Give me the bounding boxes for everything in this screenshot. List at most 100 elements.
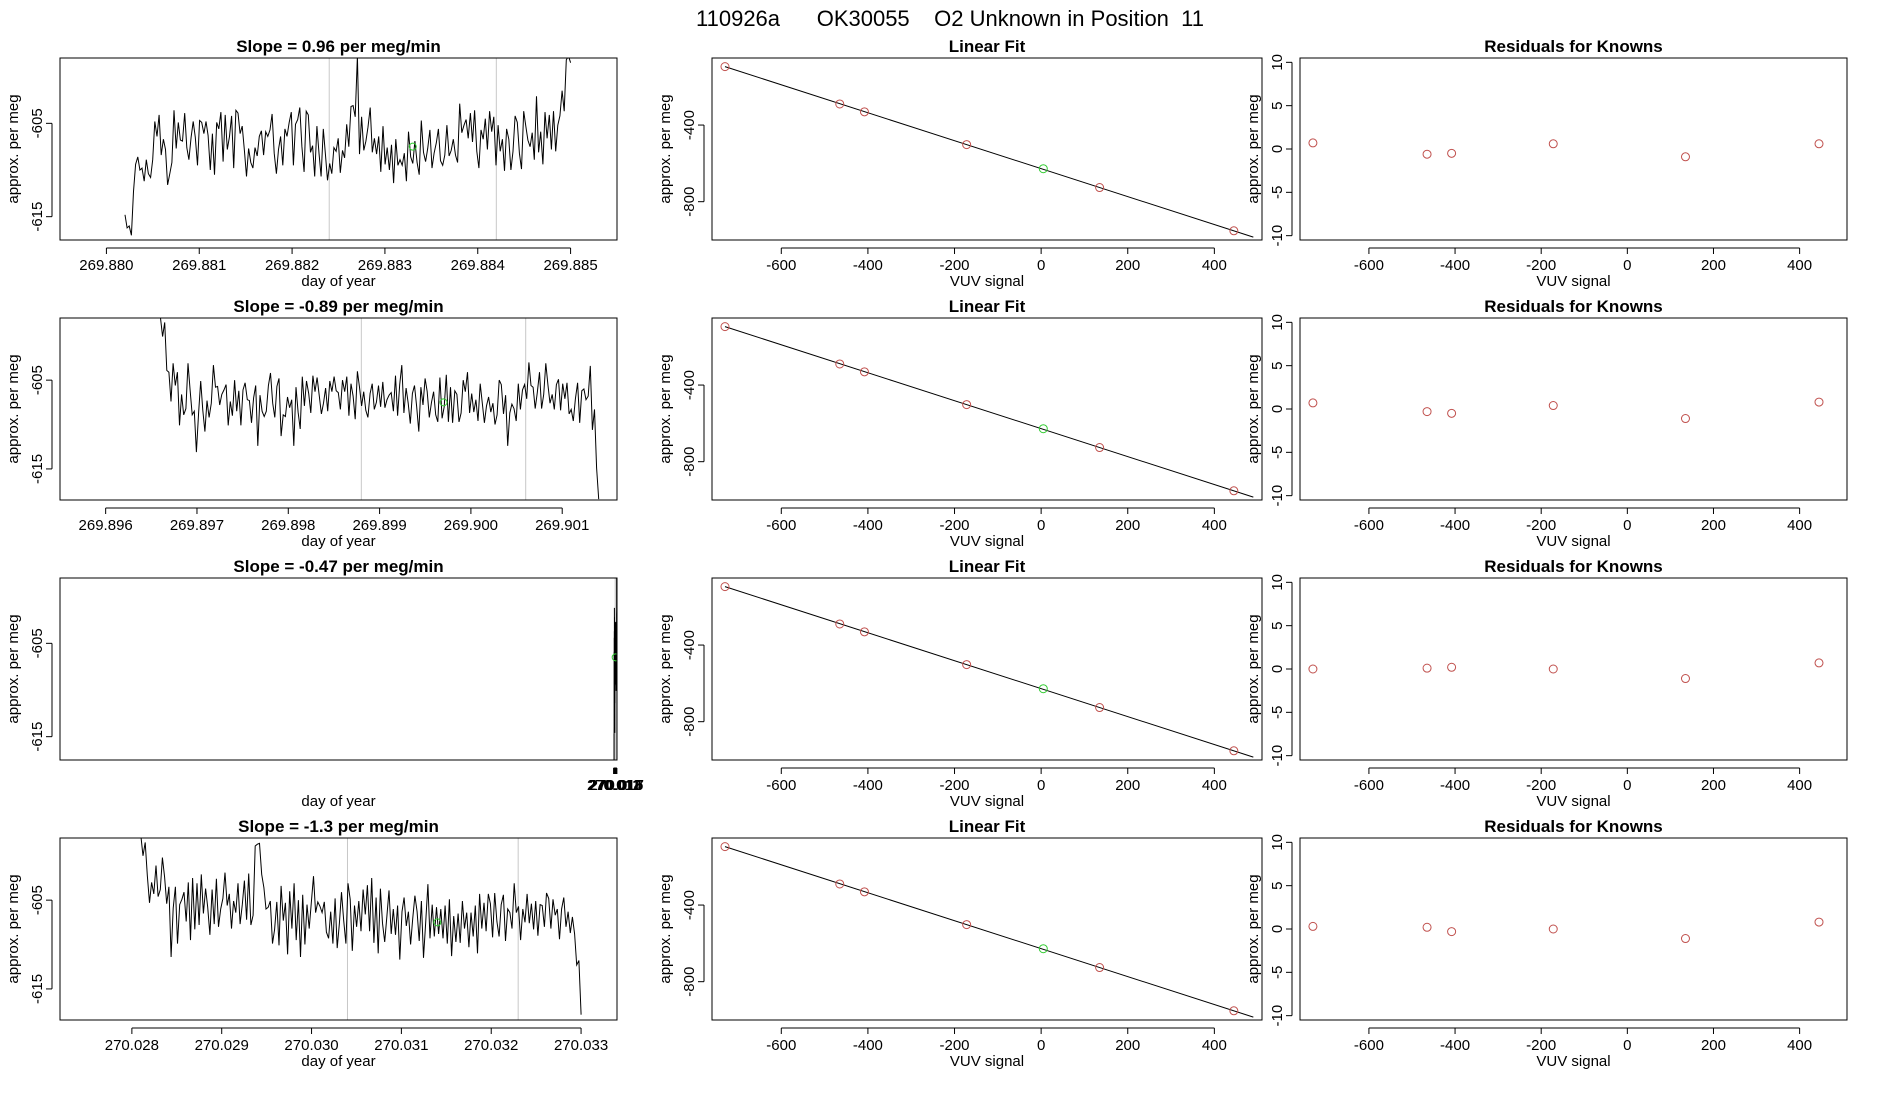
series-line [124, 58, 572, 236]
x-axis-label: VUV signal [950, 273, 1024, 290]
x-tick-label: 270.017 [590, 777, 644, 794]
x-tick-label: -600 [766, 1037, 796, 1054]
x-axis-label: day of year [301, 793, 375, 810]
x-tick-label: 269.898 [261, 517, 315, 534]
x-tick-label: -400 [853, 257, 883, 274]
residual-point [1447, 662, 1457, 672]
residual-point [1814, 397, 1824, 407]
known-point [859, 107, 869, 117]
known-point [1095, 703, 1105, 713]
plot-frame [1299, 317, 1848, 501]
known-point [1229, 1006, 1239, 1016]
y-tick-label: -615 [29, 454, 46, 484]
y-axis-label: approx. per meg [5, 354, 22, 463]
y-tick-label: -800 [681, 447, 698, 477]
x-tick-label: -200 [940, 257, 970, 274]
figure-title: 110926a OK30055 O2 Unknown in Position 1… [696, 6, 1204, 31]
x-tick-label: 269.901 [535, 517, 589, 534]
x-tick-label: -400 [1440, 1037, 1470, 1054]
panel-grid: Slope = 0.96 per meg/min 269.880 269.881 26… [5, 37, 1848, 1070]
plot-area [159, 318, 600, 500]
plot-area [1308, 138, 1824, 162]
fit-line [724, 326, 1254, 498]
x-tick-label: -600 [1354, 1037, 1384, 1054]
known-point [1229, 486, 1239, 496]
panel-title: Slope = -1.3 per meg/min [238, 817, 439, 836]
panel-time-series-row-2: Slope = -0.47 per meg/min 270.011270.0122… [5, 557, 644, 810]
residual-point [1548, 139, 1558, 149]
y-tick-label: -800 [681, 967, 698, 997]
x-tick-label: 0 [1037, 517, 1045, 534]
panel-residuals-row-3: Residuals for Knowns -600 -400 -200 0 200 400 V… [1245, 817, 1848, 1070]
unknown-point [439, 398, 448, 407]
plot-frame [711, 837, 1263, 1021]
y-axis-label: approx. per meg [5, 614, 22, 723]
x-tick-label: -200 [940, 517, 970, 534]
y-tick-label: 0 [1269, 405, 1286, 413]
known-point [835, 619, 845, 629]
y-tick-label: 0 [1269, 665, 1286, 673]
series-line [140, 838, 582, 1015]
x-tick-label: 400 [1787, 517, 1812, 534]
y-tick-label: 0 [1269, 925, 1286, 933]
panel-linear-fit-row-3: Linear Fit -600 -400 -200 0 200 400 VUV signal -… [657, 817, 1263, 1070]
residual-point [1548, 924, 1558, 934]
plot-area [611, 578, 617, 760]
y-tick-label: -5 [1269, 446, 1286, 459]
x-tick-label: 400 [1787, 777, 1812, 794]
residual-point [1308, 921, 1318, 931]
residual-point [1422, 663, 1432, 673]
residual-point [1680, 152, 1690, 162]
x-tick-label: 269.900 [444, 517, 498, 534]
x-tick-label: 200 [1115, 777, 1140, 794]
y-axis-label: approx. per meg [657, 354, 674, 463]
known-point [859, 627, 869, 637]
residual-point [1814, 658, 1824, 668]
panel-title: Slope = -0.89 per meg/min [233, 297, 443, 316]
panel-title: Residuals for Knowns [1484, 817, 1663, 836]
known-point [720, 842, 730, 852]
y-tick-label: -400 [681, 630, 698, 660]
x-tick-label: 400 [1202, 1037, 1227, 1054]
panel-linear-fit-row-2: Linear Fit -600 -400 -200 0 200 400 VUV signal -… [657, 557, 1263, 810]
residual-point [1422, 407, 1432, 417]
plot-frame [59, 57, 618, 241]
known-point [962, 660, 972, 670]
x-tick-label: 269.883 [358, 257, 412, 274]
y-axis-label: approx. per meg [5, 94, 22, 203]
panel-residuals-row-2: Residuals for Knowns -600 -400 -200 0 200 400 V… [1245, 557, 1848, 810]
known-point [720, 322, 730, 332]
y-tick-label: -5 [1269, 186, 1286, 199]
residual-point [1308, 398, 1318, 408]
y-tick-label: 5 [1269, 361, 1286, 369]
residual-point [1814, 139, 1824, 149]
x-tick-label: -400 [853, 517, 883, 534]
x-tick-label: -600 [1354, 257, 1384, 274]
residual-point [1447, 927, 1457, 937]
plot-area [124, 58, 572, 240]
panel-time-series-row-1: Slope = -0.89 per meg/min 269.896 269.897 2… [5, 297, 618, 550]
series-line [159, 318, 600, 500]
x-tick-label: 269.896 [79, 517, 133, 534]
plot-frame [59, 837, 618, 1021]
unknown-point [1038, 684, 1048, 694]
y-axis-label: approx. per meg [1245, 614, 1262, 723]
y-tick-label: -10 [1269, 1005, 1286, 1027]
panel-title: Linear Fit [949, 557, 1026, 576]
y-axis-label: approx. per meg [1245, 94, 1262, 203]
y-axis-label: approx. per meg [657, 874, 674, 983]
x-tick-label: -400 [853, 777, 883, 794]
x-tick-label: 270.033 [554, 1037, 608, 1054]
plot-area [720, 842, 1254, 1018]
plot-frame [711, 577, 1263, 761]
x-tick-label: 269.882 [265, 257, 319, 274]
y-tick-label: -400 [681, 370, 698, 400]
x-tick-label: 269.897 [170, 517, 224, 534]
y-tick-label: -605 [29, 628, 46, 658]
x-tick-label: 269.884 [451, 257, 505, 274]
y-tick-label: 10 [1269, 314, 1286, 331]
x-tick-label: 200 [1701, 517, 1726, 534]
y-tick-label: 10 [1269, 834, 1286, 851]
residual-point [1308, 138, 1318, 148]
panel-title: Linear Fit [949, 297, 1026, 316]
